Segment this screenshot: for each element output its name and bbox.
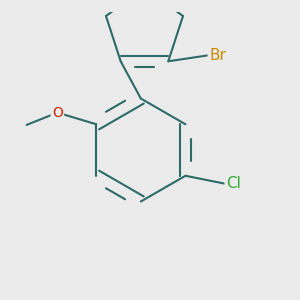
Text: Br: Br (209, 48, 226, 63)
Text: Cl: Cl (226, 176, 241, 191)
Text: O: O (52, 106, 63, 120)
